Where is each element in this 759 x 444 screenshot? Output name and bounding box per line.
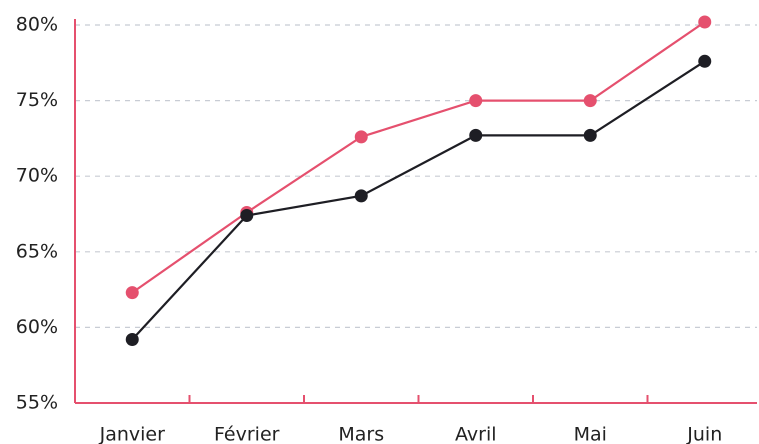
- data-point: [469, 128, 483, 142]
- data-point: [583, 128, 597, 142]
- y-tick-label: 75%: [16, 89, 58, 111]
- x-tick-label: Mars: [338, 424, 384, 444]
- y-tick-label: 60%: [16, 316, 58, 338]
- x-tick-label: Avril: [455, 424, 497, 444]
- y-tick-label: 55%: [16, 392, 58, 414]
- x-tick-label: Janvier: [99, 424, 166, 444]
- data-point: [125, 286, 139, 300]
- y-tick-label: 80%: [16, 14, 58, 36]
- x-tick-label: Juin: [686, 424, 722, 444]
- data-point: [698, 54, 712, 68]
- data-point: [583, 94, 597, 108]
- series-line: [131, 21, 706, 294]
- data-point: [354, 130, 368, 144]
- data-point: [469, 94, 483, 108]
- data-point: [240, 209, 254, 223]
- x-tick-label: Février: [214, 424, 280, 444]
- y-tick-label: 65%: [16, 240, 58, 262]
- x-tick-label: Mai: [574, 424, 607, 444]
- series-line: [131, 60, 706, 341]
- data-point: [354, 189, 368, 203]
- y-tick-label: 70%: [16, 165, 58, 187]
- data-point: [125, 332, 139, 346]
- data-point: [698, 15, 712, 29]
